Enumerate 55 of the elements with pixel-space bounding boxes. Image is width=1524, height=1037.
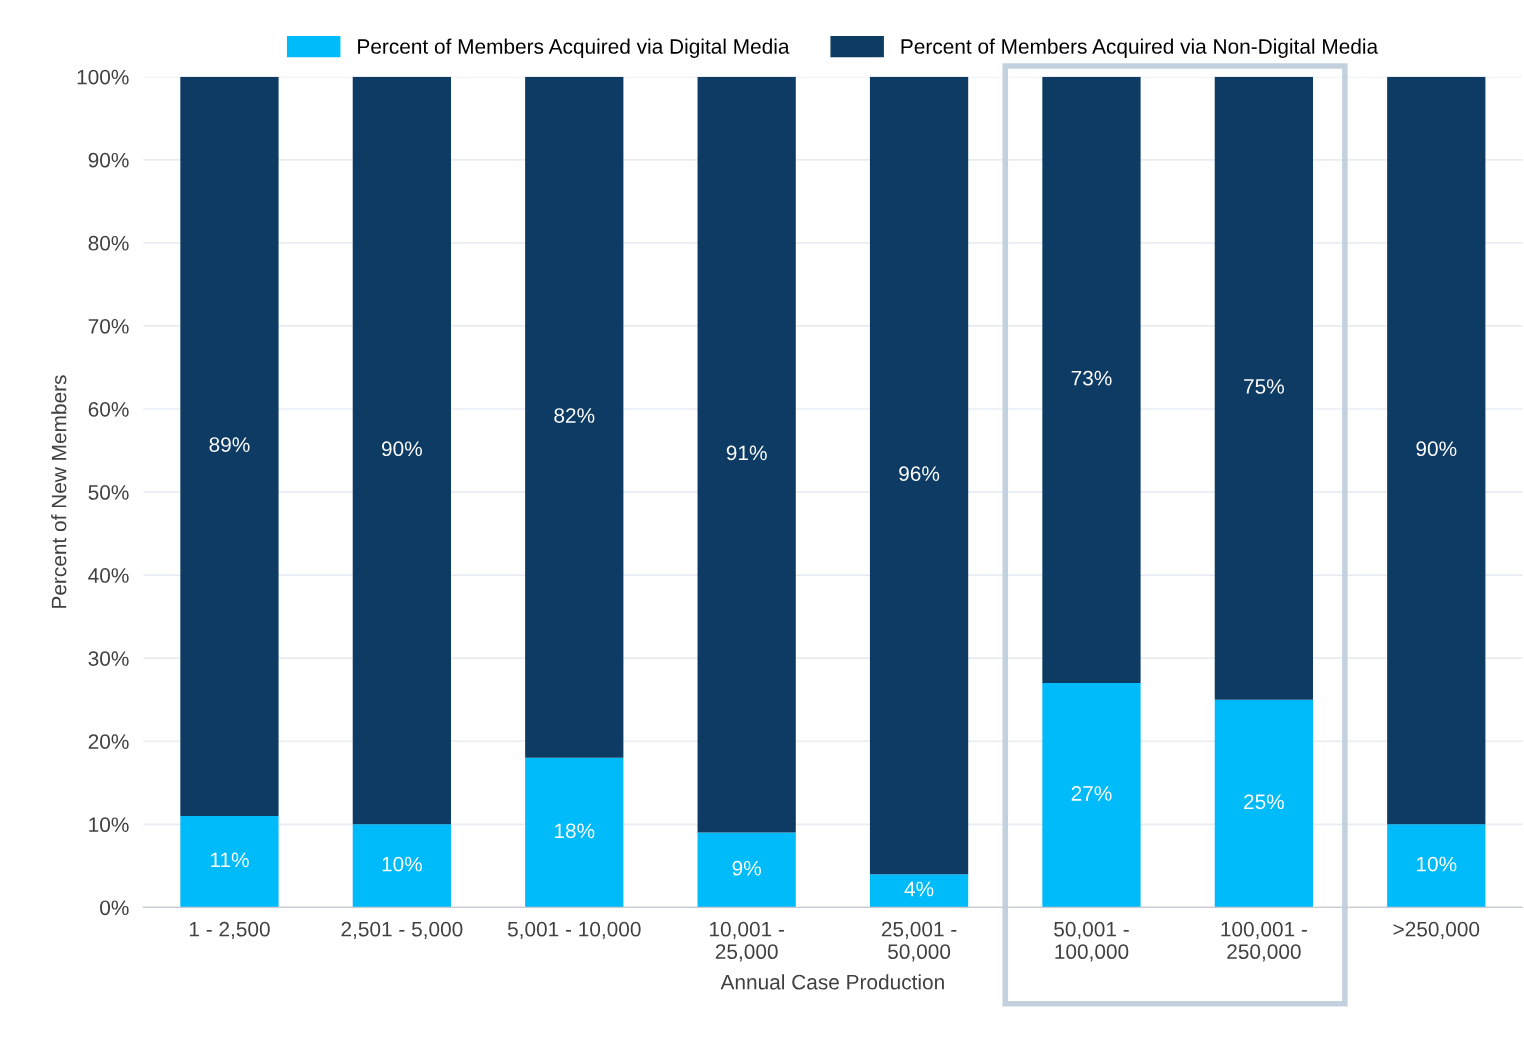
data-label: 82% — [554, 408, 595, 423]
legend-label: Percent of Members Acquired via Digital Media — [358, 38, 790, 58]
bar — [1387, 76, 1486, 825]
x-tick-label: 100,001 - 250,000 — [1221, 921, 1307, 962]
data-label: 25% — [1244, 794, 1284, 810]
y-tick-label: 10% — [89, 817, 129, 833]
data-label: 4% — [904, 881, 934, 897]
bar — [1042, 683, 1141, 908]
bar — [180, 816, 279, 908]
bar — [1214, 699, 1314, 908]
bar — [869, 874, 969, 908]
data-label: 10% — [382, 856, 422, 872]
y-tick-label: 70% — [88, 318, 129, 334]
bar — [869, 76, 969, 875]
data-label: 90% — [1416, 441, 1457, 457]
y-tick-label: 40% — [88, 568, 129, 583]
data-label: 27% — [1071, 786, 1112, 801]
y-tick-label: 50% — [88, 485, 129, 500]
x-tick-label: 5,001 - 10,000 — [507, 921, 641, 940]
data-label: 96% — [899, 466, 940, 482]
bar — [1387, 824, 1486, 908]
data-label: 91% — [726, 445, 767, 461]
data-label: 73% — [1071, 370, 1112, 386]
bar — [697, 76, 796, 833]
x-tick-label: 1 - 2,500 — [189, 921, 270, 940]
x-tick-label: 2,501 - 5,000 — [341, 921, 463, 940]
x-tick-label: >250,000 — [1393, 921, 1480, 940]
y-tick-label: 0% — [100, 900, 129, 916]
bar — [525, 757, 624, 908]
data-label: 9% — [732, 860, 761, 876]
x-tick-label: 10,001 - 25,000 — [710, 921, 784, 962]
y-axis-title: Percent of New Members — [51, 375, 67, 608]
y-tick-label: 60% — [88, 401, 129, 417]
data-label: 11% — [210, 852, 249, 868]
data-label: 89% — [209, 437, 250, 452]
legend-label: Percent of Members Acquired via Non-Digital Media — [901, 38, 1379, 58]
y-tick-label: 30% — [88, 651, 129, 666]
bar — [352, 824, 451, 908]
bar — [180, 76, 279, 816]
y-tick-label: 80% — [88, 235, 129, 251]
data-label: 10% — [1417, 856, 1457, 872]
x-axis-title: Annual Case Production — [720, 974, 944, 990]
y-tick-label: 20% — [88, 734, 129, 749]
bar — [525, 76, 624, 758]
bar — [352, 76, 451, 825]
bar — [697, 832, 796, 908]
x-tick-label: 50,001 - 100,000 — [1054, 921, 1129, 962]
y-tick-label: 90% — [88, 152, 129, 168]
bar — [1042, 76, 1141, 684]
y-tick-label: 100% — [77, 69, 129, 85]
data-label: 75% — [1244, 379, 1284, 394]
bar — [1214, 76, 1314, 700]
x-tick-label: 25,001 - 50,000 — [881, 921, 957, 962]
data-label: 90% — [381, 441, 422, 457]
data-label: 18% — [555, 823, 595, 839]
